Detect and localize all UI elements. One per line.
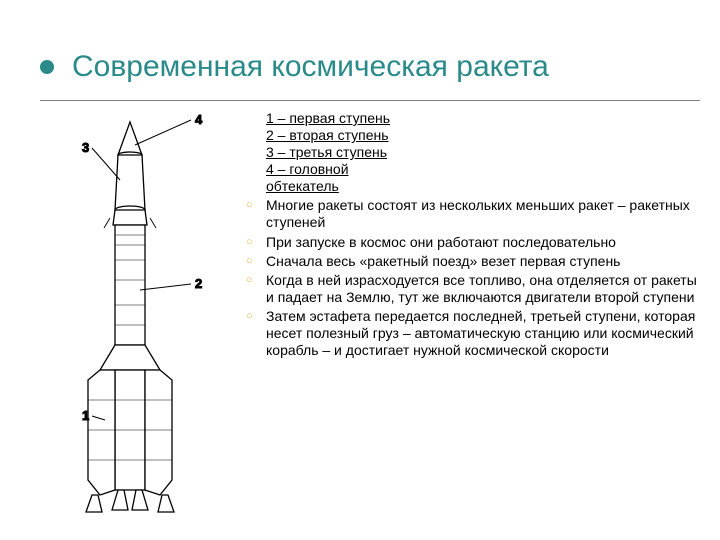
callout-number: 3 (82, 140, 89, 155)
list-item: Затем эстафета передается последней, тре… (240, 308, 700, 359)
list-item: При запуске в космос они работают послед… (240, 234, 700, 251)
list-item: Многие ракеты состоят из нескольких мень… (240, 197, 700, 231)
content-area: 4 3 2 1 1 – первая ступень2 – вторая ступен… (40, 110, 700, 530)
legend-line: 4 – головной (240, 161, 700, 178)
legend-line: 2 – вторая ступень (240, 127, 700, 144)
list-item: Сначала весь «ракетный поезд» везет перв… (240, 253, 700, 270)
legend-line: 1 – первая ступень (240, 110, 700, 127)
callout-number: 1 (82, 408, 89, 423)
slide-title: Современная космическая ракета (72, 50, 549, 84)
legend-line: 3 – третья ступень (240, 144, 700, 161)
callout-number: 4 (195, 112, 203, 127)
legend-line: обтекатель (240, 178, 700, 195)
callout-number: 2 (195, 276, 202, 291)
body-bullet-list: Многие ракеты состоят из нескольких мень… (240, 197, 700, 359)
horizontal-rule (40, 100, 700, 101)
rocket-diagram: 4 3 2 1 (40, 110, 230, 530)
rocket-svg: 4 3 2 1 (40, 110, 230, 520)
title-bullet-icon (40, 60, 54, 74)
list-item: Когда в ней израсходуется все топливо, о… (240, 272, 700, 306)
text-column: 1 – первая ступень2 – вторая ступень3 – … (230, 110, 700, 530)
legend-block: 1 – первая ступень2 – вторая ступень3 – … (240, 110, 700, 195)
slide-title-row: Современная космическая ракета (40, 50, 690, 84)
